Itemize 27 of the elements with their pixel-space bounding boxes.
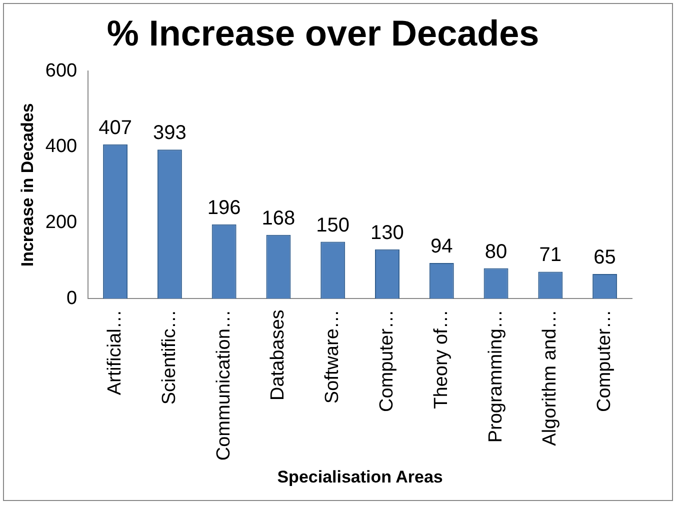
- x-tick-label: Scientific…: [158, 310, 180, 405]
- data-label: 94: [430, 235, 453, 258]
- data-label: 168: [262, 207, 296, 230]
- data-label: 130: [370, 222, 404, 244]
- x-tick-label: Theory of…: [430, 310, 452, 409]
- data-label: 393: [153, 122, 186, 144]
- chart-title: % Increase over Decades: [106, 12, 540, 54]
- x-tick-label: Communication…: [213, 310, 234, 461]
- x-tick-label: Artificial…: [104, 310, 126, 396]
- data-label: 150: [316, 214, 350, 236]
- x-axis-title: Specialisation Areas: [277, 467, 443, 486]
- data-label: 71: [539, 244, 562, 266]
- y-tick-label: 200: [45, 212, 78, 234]
- x-tick-label: Algorithm and…: [540, 310, 561, 446]
- x-tick-label: Software…: [322, 310, 344, 404]
- y-axis-title: Increase in Decades: [18, 103, 37, 267]
- x-tick-label: Databases: [268, 310, 289, 400]
- y-tick-label: 0: [66, 288, 78, 309]
- y-tick-label: 600: [45, 60, 78, 82]
- data-label: 196: [207, 196, 241, 219]
- y-tick-label: 400: [45, 136, 78, 158]
- x-tick-label: Computer…: [594, 310, 616, 412]
- data-label: 65: [594, 246, 616, 268]
- x-tick-label: Computer…: [376, 310, 398, 412]
- data-label: 80: [484, 240, 508, 263]
- data-label: 407: [98, 116, 132, 139]
- x-tick-label: Programming…: [485, 310, 506, 443]
